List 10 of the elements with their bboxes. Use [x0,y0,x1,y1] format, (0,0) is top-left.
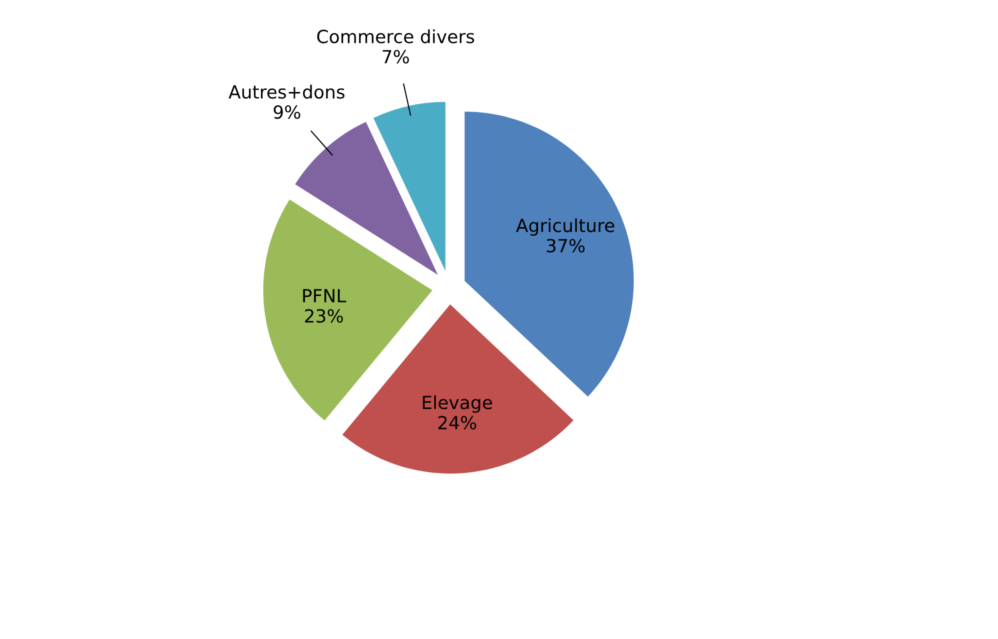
slice-label: Elevage [422,395,492,413]
slice-label: Commerce divers [317,29,474,44]
data-label: 23% [305,309,343,323]
slice-label: Agriculture [516,218,614,236]
slice-label: PFNL [303,289,346,302]
slice-label: Autres+dons [228,84,344,99]
data-label: 37% [546,238,585,253]
data-label: 24% [438,416,476,430]
data-label: 9% [274,105,300,119]
data-label: 7% [382,50,409,64]
